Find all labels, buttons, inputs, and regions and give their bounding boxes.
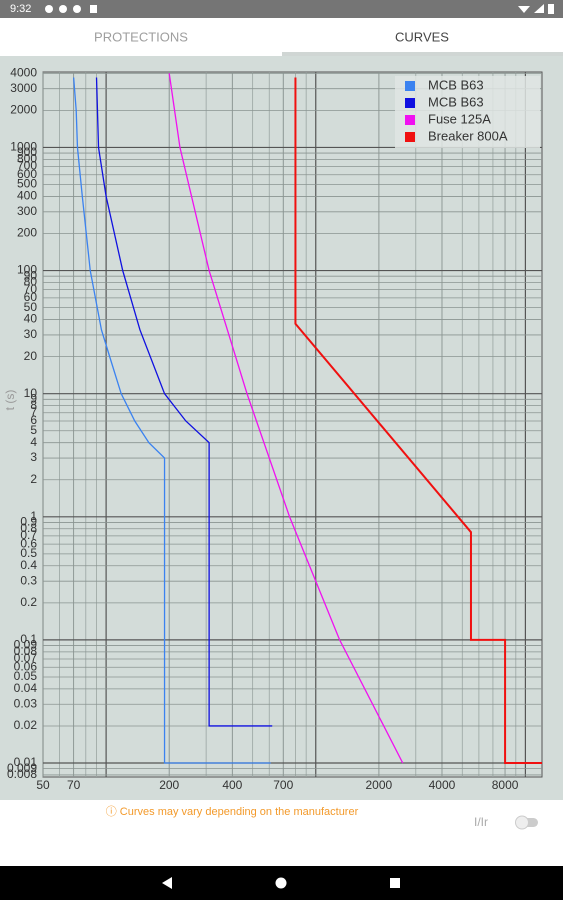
x-tick-label: 8000	[492, 778, 519, 792]
y-tick-label: 0.06	[14, 659, 38, 673]
y-tick-label: 0.2	[20, 595, 37, 609]
y-tick-label: 20	[24, 349, 38, 363]
y-tick-label: 0.7	[20, 528, 37, 542]
signal-icon	[534, 4, 544, 13]
y-tick-label: 0.03	[14, 696, 38, 710]
status-icon	[59, 5, 67, 13]
nav-recents[interactable]	[390, 878, 400, 888]
series-line	[72, 77, 271, 764]
legend-label: MCB B63	[428, 94, 484, 109]
y-tick-label: 5	[30, 423, 37, 437]
y-tick-label: 8	[30, 398, 37, 412]
y-tick-label: 0.008	[7, 767, 37, 781]
y-tick-label: 0.5	[20, 546, 37, 560]
y-tick-label: 60	[24, 290, 38, 304]
x-tick-label: 200	[159, 778, 179, 792]
y-tick-label: 800	[17, 152, 37, 166]
status-bar	[0, 0, 563, 18]
tab-indicator	[282, 52, 563, 56]
y-tick-label: 0.05	[14, 669, 38, 683]
wifi-icon	[518, 6, 530, 13]
status-icon	[45, 5, 53, 13]
y-tick-label: 0.6	[20, 536, 37, 550]
y-tick-label: 0.9	[20, 515, 37, 529]
y-tick-label: 0.08	[14, 644, 38, 658]
x-tick-label: 700	[273, 778, 293, 792]
x-tick-label: 4000	[429, 778, 456, 792]
y-tick-label: 9	[30, 391, 37, 405]
y-tick-label: 0.04	[14, 681, 38, 695]
y-tick-label: 2	[30, 472, 37, 486]
y-tick-label: 30	[24, 327, 38, 341]
status-icon	[73, 5, 81, 13]
y-tick-label: 0.02	[14, 718, 38, 732]
plot-area	[42, 71, 543, 778]
y-tick-label: 0.09	[14, 638, 38, 652]
toggle-label: I/Ir	[474, 815, 488, 829]
legend-box	[395, 76, 540, 148]
y-tick-label: 0.4	[20, 558, 37, 572]
footer	[0, 800, 563, 866]
y-tick-label: 900	[17, 145, 37, 159]
toggle-thumb[interactable]	[515, 815, 529, 830]
legend-swatch	[405, 132, 415, 142]
y-axis-label: t (s)	[3, 390, 17, 411]
y-tick-label: 1	[30, 509, 37, 523]
y-tick-label: 1000	[10, 140, 37, 154]
y-tick-label: 0.3	[20, 573, 37, 587]
status-icon	[90, 5, 97, 13]
tab[interactable]: PROTECTIONS	[94, 29, 188, 44]
y-tick-label: 80	[24, 275, 38, 289]
y-tick-label: 7	[30, 405, 37, 419]
y-tick-label: 0.1	[20, 632, 37, 646]
y-tick-label: 400	[17, 189, 37, 203]
series-line	[168, 73, 404, 764]
y-tick-label: 10	[24, 386, 38, 400]
y-tick-label: 70	[24, 282, 38, 296]
y-tick-label: 200	[17, 226, 37, 240]
y-tick-label: 90	[24, 268, 38, 282]
x-tick-label: 70	[67, 778, 81, 792]
legend-swatch	[405, 81, 415, 91]
y-tick-label: 50	[24, 300, 38, 314]
battery-icon	[548, 4, 554, 14]
y-tick-label: 600	[17, 167, 37, 181]
y-tick-label: 4000	[10, 65, 37, 79]
y-tick-label: 0.01	[14, 755, 38, 769]
y-tick-label: 0.8	[20, 521, 37, 535]
legend-swatch	[405, 115, 415, 125]
legend-label: MCB B63	[428, 77, 484, 92]
series-line	[95, 77, 273, 727]
tab[interactable]: CURVES	[395, 29, 449, 44]
x-tick-label: 50	[36, 778, 50, 792]
series-line	[294, 77, 542, 765]
y-tick-label: 2000	[10, 103, 37, 117]
y-tick-label: 40	[24, 312, 38, 326]
y-tick-label: 100	[17, 263, 37, 277]
y-tick-label: 0.009	[7, 761, 37, 775]
x-tick-label: 2000	[366, 778, 393, 792]
footer-note: ⓘ Curves may vary depending on the manuf…	[106, 805, 359, 818]
legend-swatch	[405, 98, 415, 108]
legend-label: Fuse 125A	[428, 111, 491, 126]
y-tick-label: 700	[17, 159, 37, 173]
y-tick-label: 3000	[10, 81, 37, 95]
nav-back[interactable]	[162, 877, 172, 889]
y-tick-label: 3	[30, 450, 37, 464]
y-tick-label: 6	[30, 413, 37, 427]
y-tick-label: 500	[17, 177, 37, 191]
status-time: 9:32	[10, 3, 31, 15]
nav-home[interactable]	[275, 877, 287, 889]
legend-label: Breaker 800A	[428, 128, 508, 143]
y-tick-label: 300	[17, 204, 37, 218]
y-tick-label: 0.07	[14, 651, 38, 665]
y-tick-label: 4	[30, 435, 37, 449]
x-tick-label: 400	[222, 778, 242, 792]
tab-bar	[0, 18, 563, 56]
